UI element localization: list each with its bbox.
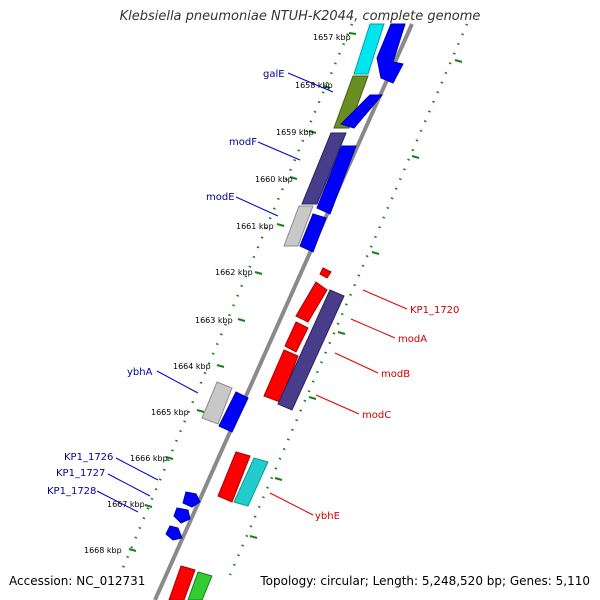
tick-labels: 1657 kbp 1658 kbp 1659 kbp 1660 kbp 1661… bbox=[84, 33, 351, 555]
gene-modC bbox=[277, 289, 345, 411]
tick-mark bbox=[196, 409, 205, 413]
leader-modB bbox=[334, 352, 379, 374]
gene-blue-arrow bbox=[316, 145, 357, 215]
gene-KP1_1726 bbox=[182, 491, 201, 508]
gene-label: modA bbox=[398, 334, 427, 345]
gene-label: KP1_1727 bbox=[56, 468, 105, 479]
tick-label: 1664 kbp bbox=[173, 362, 211, 371]
tick-mark bbox=[249, 535, 258, 539]
tick-mark bbox=[254, 271, 263, 275]
gene-blue-arrow bbox=[376, 23, 406, 84]
gene-KP1_1720 bbox=[319, 267, 332, 279]
gene-label: modB bbox=[381, 369, 410, 380]
tick-mark bbox=[348, 32, 357, 35]
tick-marks bbox=[128, 32, 357, 552]
gene-ybhA bbox=[201, 381, 233, 425]
gene-green-bottom bbox=[187, 571, 213, 600]
tick-mark bbox=[308, 396, 317, 400]
tick-mark bbox=[144, 504, 153, 508]
gene-blue-arrow bbox=[340, 94, 384, 129]
gene-red-lower bbox=[217, 451, 251, 503]
tick-label: 1667 kbp bbox=[107, 500, 145, 509]
leader-modC bbox=[315, 394, 360, 415]
leader-KP1_1726 bbox=[115, 457, 159, 481]
tick-mark bbox=[411, 155, 420, 159]
gene-label: ybhE bbox=[315, 511, 340, 522]
gene-ybhE bbox=[233, 457, 269, 507]
gene-blue-arrow bbox=[299, 213, 327, 253]
tick-mark bbox=[454, 59, 463, 63]
genome-backbone bbox=[153, 23, 414, 600]
tick-mark bbox=[323, 85, 331, 89]
gene-modA bbox=[295, 281, 328, 323]
gene-label: galE bbox=[263, 69, 285, 80]
tick-mark bbox=[289, 176, 298, 180]
leader-modA bbox=[350, 318, 396, 339]
gene-KP1_1728 bbox=[165, 525, 183, 541]
tick-label: 1663 kbp bbox=[195, 316, 233, 325]
tick-mark bbox=[371, 251, 380, 255]
tick-label: 1665 kbp bbox=[151, 408, 189, 417]
gene-label: KP1_1728 bbox=[47, 486, 96, 497]
tick-mark bbox=[237, 318, 246, 322]
tick-mark bbox=[337, 331, 346, 335]
gene-label: modE bbox=[206, 192, 235, 203]
gene-modE bbox=[283, 205, 314, 247]
gene-label: KP1_1726 bbox=[64, 452, 113, 463]
outer-tick-marks bbox=[249, 59, 463, 539]
tick-mark bbox=[165, 456, 174, 460]
gene-red-bottom bbox=[168, 565, 196, 600]
forward-leader-lines bbox=[96, 72, 334, 513]
reverse-strand-features bbox=[217, 267, 345, 507]
tick-label: 1668 kbp bbox=[84, 546, 122, 555]
gene-modF bbox=[301, 132, 347, 205]
leader-KP1_1720 bbox=[362, 289, 408, 310]
gene-KP1_1727 bbox=[173, 507, 191, 524]
leader-KP1_1727 bbox=[107, 473, 151, 497]
accession-label: Accession: NC_012731 bbox=[9, 574, 146, 588]
reverse-gene-labels: KP1_1720 modA modB modC ybhE bbox=[315, 305, 459, 522]
tick-label: 1657 kbp bbox=[313, 33, 351, 42]
reverse-leader-lines bbox=[269, 289, 408, 516]
tick-label: 1658 kbp bbox=[295, 81, 333, 90]
tick-label: 1662 kbp bbox=[215, 268, 253, 277]
genome-title: Klebsiella pneumoniae NTUH-K2044, comple… bbox=[119, 9, 481, 24]
gene-blue-arrow bbox=[218, 391, 249, 433]
leader-KP1_1728 bbox=[96, 490, 139, 513]
gene-modA-b bbox=[284, 321, 309, 353]
tick-label: 1659 kbp bbox=[276, 128, 314, 137]
leader-modE bbox=[235, 196, 279, 217]
tick-label: 1666 kbp bbox=[130, 454, 168, 463]
leader-ybhE bbox=[269, 492, 314, 516]
tick-label: 1660 kbp bbox=[255, 175, 293, 184]
tick-mark bbox=[216, 364, 225, 368]
leader-modF bbox=[257, 141, 301, 161]
leader-galE bbox=[287, 72, 334, 93]
tick-mark bbox=[308, 130, 317, 134]
gene-label: KP1_1720 bbox=[410, 305, 459, 316]
genome-summary: Topology: circular; Length: 5,248,520 bp… bbox=[260, 574, 590, 588]
tick-mark bbox=[128, 548, 137, 552]
gene-label: modF bbox=[229, 137, 257, 148]
gene-galE bbox=[333, 75, 369, 129]
tick-mark bbox=[274, 477, 283, 481]
leader-ybhA bbox=[156, 370, 197, 393]
tick-mark bbox=[276, 223, 285, 227]
forward-strand-features bbox=[165, 23, 406, 600]
gene-label: ybhA bbox=[127, 367, 153, 378]
tick-label: 1661 kbp bbox=[236, 222, 274, 231]
gene-label: modC bbox=[362, 410, 391, 421]
gene-cyan-top bbox=[353, 23, 385, 75]
forward-gene-labels: galE modF modE ybhA KP1_1726 KP1_1727 KP… bbox=[47, 69, 285, 497]
